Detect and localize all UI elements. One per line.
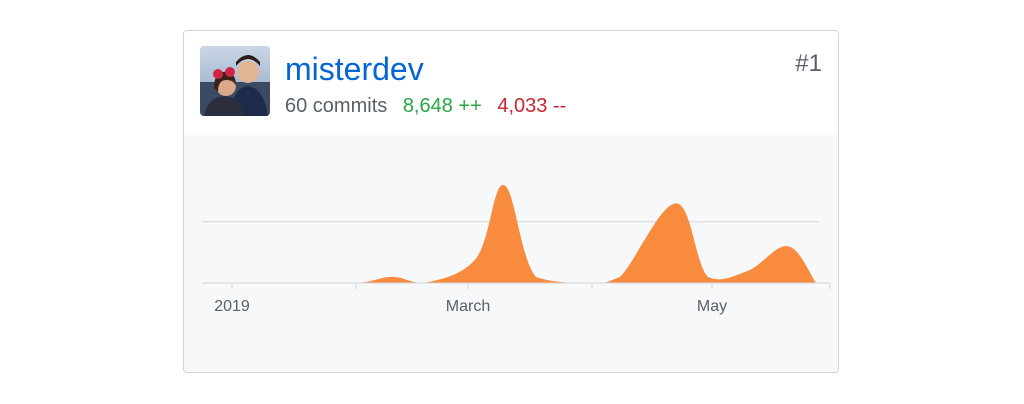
deletions-count: 4,033 -- (497, 95, 567, 117)
username-link[interactable]: misterdev (285, 51, 424, 87)
x-tick-label-2019: 2019 (214, 298, 250, 315)
rank-label: #1 (795, 50, 822, 77)
commit-area-series (232, 184, 816, 283)
contributor-header: misterdev 60 commits 8,648 ++ 4,033 -- #… (184, 31, 838, 136)
x-tick-label-may: May (697, 298, 727, 315)
avatar-image (200, 46, 270, 116)
contributor-card: misterdev 60 commits 8,648 ++ 4,033 -- #… (183, 30, 839, 373)
avatar[interactable] (200, 46, 270, 116)
chart-svg: 2019 March May (202, 184, 831, 315)
x-axis-ticks (231, 283, 831, 289)
contribution-stats: 60 commits 8,648 ++ 4,033 -- (285, 93, 566, 119)
commit-activity-chart: 2019 March May (184, 135, 838, 372)
x-tick-label-march: March (446, 298, 490, 315)
commit-count: 60 commits (285, 95, 388, 117)
additions-count: 8,648 ++ (402, 95, 482, 117)
